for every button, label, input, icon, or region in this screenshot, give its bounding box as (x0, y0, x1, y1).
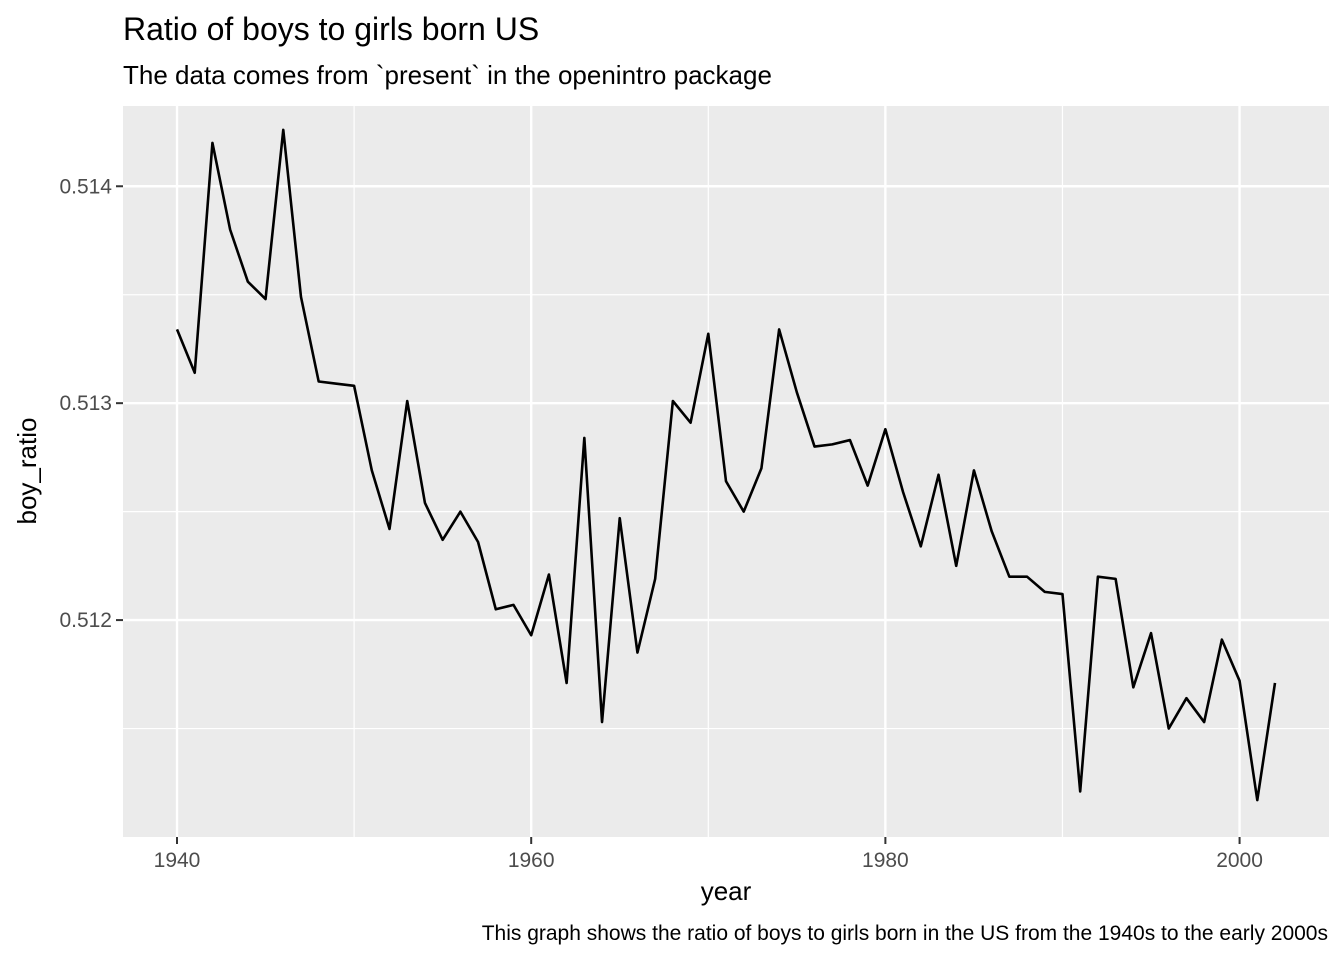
minor-gridlines (123, 106, 1329, 837)
y-tick-label: 0.512 (59, 609, 112, 632)
x-tick-label: 1960 (508, 849, 555, 872)
major-gridlines (123, 106, 1329, 837)
chart-subtitle: The data comes from `present` in the ope… (123, 60, 772, 90)
x-tick-label: 1980 (862, 849, 909, 872)
x-axis-title: year (701, 876, 752, 906)
boy-ratio-line (175, 128, 1277, 802)
y-axis-title: boy_ratio (12, 418, 42, 525)
chart-title: Ratio of boys to girls born US (123, 11, 539, 47)
x-axis: 1940 1960 1980 2000 (154, 837, 1263, 872)
y-tick-label: 0.514 (59, 175, 112, 198)
y-axis: 0.512 0.513 0.514 (59, 175, 123, 632)
series-layer (175, 128, 1277, 802)
x-tick-label: 2000 (1216, 849, 1263, 872)
chart-caption: This graph shows the ratio of boys to gi… (482, 922, 1328, 945)
x-tick-label: 1940 (154, 849, 201, 872)
y-tick-label: 0.513 (59, 392, 112, 415)
